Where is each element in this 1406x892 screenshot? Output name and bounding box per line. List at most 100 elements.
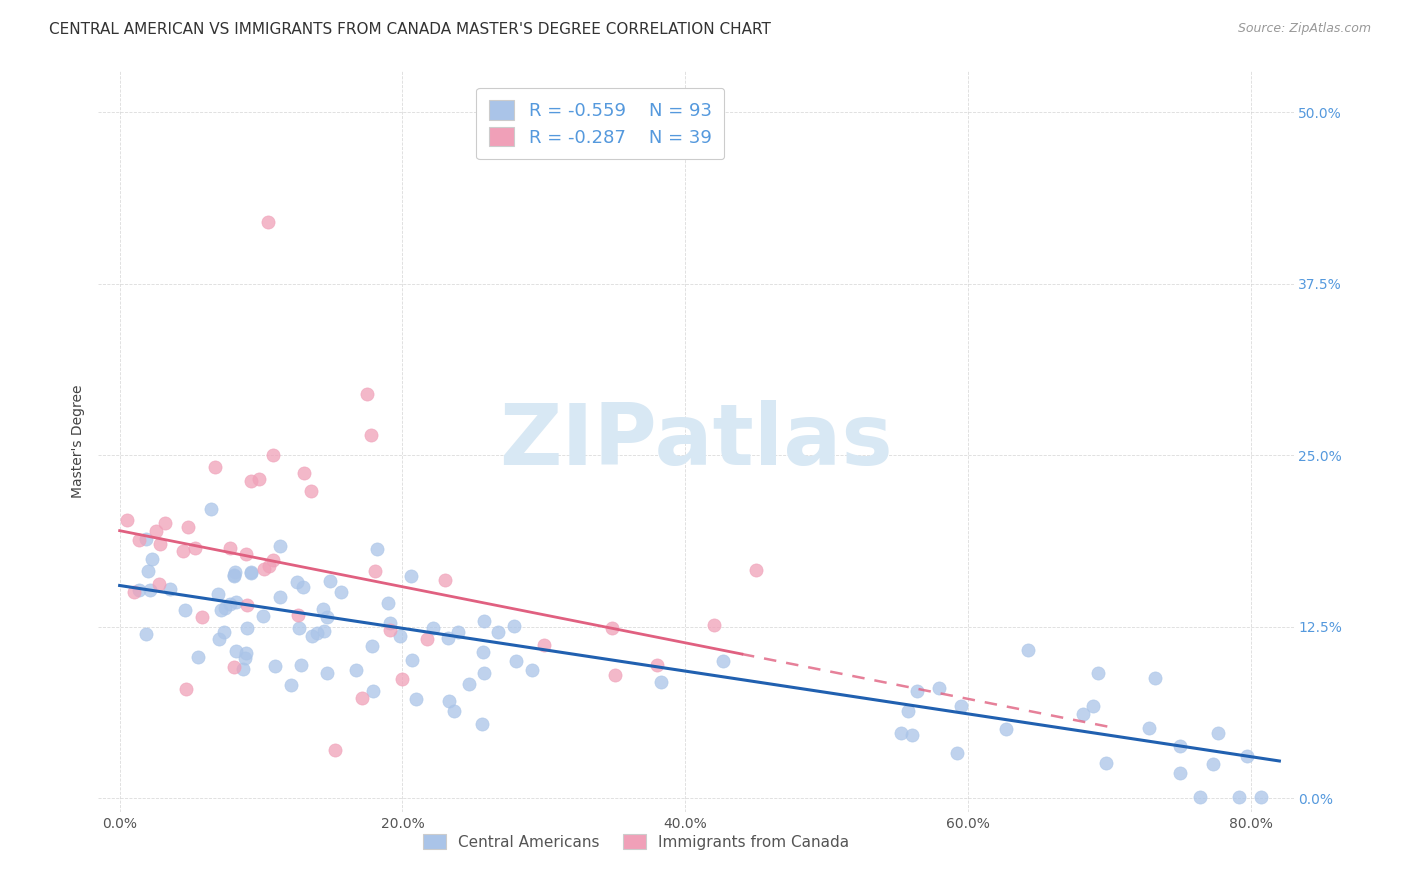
Point <box>401 652 423 666</box>
Point <box>240 565 263 579</box>
Point <box>711 655 734 669</box>
Point <box>422 621 444 635</box>
Point <box>1071 707 1094 722</box>
Point <box>645 658 668 673</box>
Point <box>224 568 246 582</box>
Point <box>439 694 461 708</box>
Point <box>364 564 387 578</box>
Point <box>207 587 229 601</box>
Point <box>232 661 254 675</box>
Point <box>285 575 308 590</box>
Point <box>703 617 725 632</box>
Point <box>1143 671 1166 685</box>
Point <box>224 569 246 583</box>
Point <box>141 552 163 566</box>
Point <box>356 386 378 401</box>
Point <box>191 610 214 624</box>
Point <box>505 654 527 668</box>
Point <box>214 600 236 615</box>
Point <box>136 564 159 578</box>
Point <box>204 459 226 474</box>
Point <box>225 595 247 609</box>
Point <box>135 532 157 546</box>
Point <box>305 625 328 640</box>
Point <box>225 644 247 658</box>
Point <box>405 692 427 706</box>
Point <box>361 640 384 654</box>
Point <box>257 215 280 229</box>
Point <box>389 629 412 643</box>
Point <box>890 725 912 739</box>
Point <box>262 552 284 566</box>
Point <box>247 471 270 485</box>
Point <box>184 541 207 555</box>
Point <box>224 660 246 674</box>
Point <box>901 728 924 742</box>
Point <box>236 598 259 612</box>
Point <box>224 566 246 580</box>
Point <box>269 590 291 604</box>
Point <box>135 627 157 641</box>
Point <box>253 561 276 575</box>
Point <box>471 717 494 731</box>
Legend: Central Americans, Immigrants from Canada: Central Americans, Immigrants from Canad… <box>418 828 855 856</box>
Point <box>474 615 496 629</box>
Point <box>269 539 291 553</box>
Point <box>128 582 150 597</box>
Point <box>315 666 337 681</box>
Point <box>159 582 181 596</box>
Point <box>172 544 194 558</box>
Point <box>145 524 167 539</box>
Point <box>1095 756 1118 770</box>
Point <box>650 675 672 690</box>
Point <box>946 746 969 760</box>
Point <box>1083 698 1105 713</box>
Point <box>1170 766 1192 780</box>
Point <box>1170 739 1192 754</box>
Point <box>436 631 458 645</box>
Point <box>314 624 336 638</box>
Point <box>235 646 257 660</box>
Point <box>472 645 495 659</box>
Point <box>1206 725 1229 739</box>
Point <box>235 651 257 665</box>
Point <box>905 683 928 698</box>
Point <box>299 483 322 498</box>
Point <box>377 596 399 610</box>
Point <box>316 610 339 624</box>
Point <box>177 519 200 533</box>
Point <box>200 502 222 516</box>
Point <box>235 547 257 561</box>
Point <box>139 583 162 598</box>
Point <box>323 743 346 757</box>
Point <box>363 683 385 698</box>
Point <box>287 608 309 623</box>
Point <box>155 516 177 530</box>
Point <box>360 427 382 442</box>
Point <box>128 533 150 548</box>
Point <box>287 621 309 635</box>
Point <box>994 722 1017 736</box>
Point <box>209 603 232 617</box>
Point <box>949 698 972 713</box>
Point <box>502 618 524 632</box>
Point <box>149 537 172 551</box>
Point <box>319 574 342 588</box>
Point <box>212 624 235 639</box>
Point <box>378 623 401 637</box>
Point <box>1250 789 1272 804</box>
Point <box>1236 748 1258 763</box>
Point <box>187 649 209 664</box>
Point <box>1137 721 1160 735</box>
Point <box>457 676 479 690</box>
Point <box>236 621 259 635</box>
Point <box>257 559 280 574</box>
Point <box>264 659 287 673</box>
Y-axis label: Master's Degree: Master's Degree <box>72 384 86 499</box>
Point <box>391 673 413 687</box>
Point <box>399 569 422 583</box>
Point <box>443 704 465 718</box>
Point <box>301 629 323 643</box>
Point <box>176 682 198 697</box>
Text: CENTRAL AMERICAN VS IMMIGRANTS FROM CANADA MASTER'S DEGREE CORRELATION CHART: CENTRAL AMERICAN VS IMMIGRANTS FROM CANA… <box>49 22 770 37</box>
